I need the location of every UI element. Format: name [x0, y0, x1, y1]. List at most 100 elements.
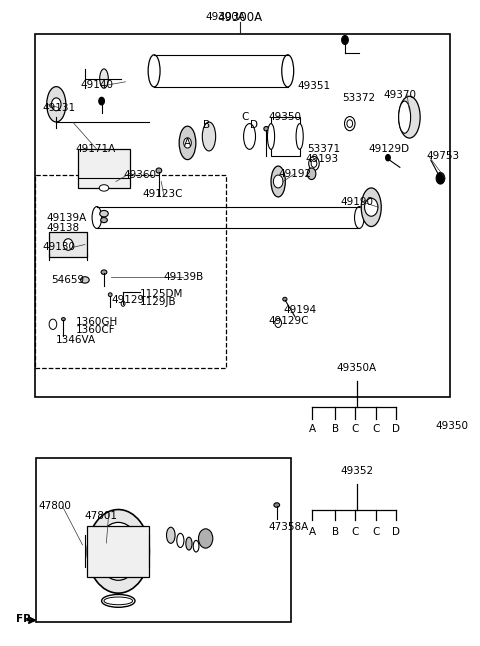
- Text: 49350: 49350: [269, 112, 301, 122]
- Bar: [78, 149, 130, 188]
- Ellipse shape: [101, 218, 108, 223]
- Ellipse shape: [102, 594, 135, 607]
- Circle shape: [49, 319, 57, 329]
- Text: 49351: 49351: [297, 81, 330, 91]
- Text: 49350: 49350: [436, 421, 468, 431]
- Ellipse shape: [399, 96, 420, 138]
- Text: B: B: [332, 424, 339, 434]
- Text: 49300A: 49300A: [217, 11, 263, 24]
- Ellipse shape: [361, 188, 381, 227]
- Text: 49131: 49131: [42, 103, 75, 112]
- Ellipse shape: [47, 87, 66, 122]
- Ellipse shape: [179, 126, 196, 160]
- Text: 49129: 49129: [111, 295, 144, 306]
- Ellipse shape: [309, 156, 319, 171]
- Circle shape: [184, 138, 192, 148]
- Text: 49194: 49194: [283, 305, 316, 315]
- Text: A: A: [309, 527, 316, 537]
- Text: 49190: 49190: [340, 197, 373, 207]
- Ellipse shape: [100, 211, 108, 217]
- Text: C: C: [352, 527, 359, 537]
- Text: 49129C: 49129C: [269, 316, 309, 326]
- Text: 49139A: 49139A: [47, 213, 87, 223]
- Ellipse shape: [104, 597, 132, 605]
- Ellipse shape: [193, 541, 199, 552]
- Text: 47801: 47801: [85, 511, 118, 521]
- Ellipse shape: [355, 207, 364, 229]
- Text: 1360GH: 1360GH: [75, 317, 118, 327]
- Text: 49193: 49193: [306, 154, 339, 164]
- Text: D: D: [250, 120, 258, 130]
- Text: A: A: [309, 424, 316, 434]
- Bar: [87, 526, 149, 577]
- Bar: [36, 458, 291, 622]
- Ellipse shape: [267, 123, 275, 149]
- Circle shape: [114, 545, 123, 557]
- Bar: [35, 34, 450, 397]
- Circle shape: [99, 98, 105, 105]
- Text: 49140: 49140: [80, 80, 113, 90]
- Circle shape: [385, 154, 390, 161]
- Ellipse shape: [271, 166, 285, 197]
- Ellipse shape: [282, 55, 294, 87]
- Text: 1360CF: 1360CF: [75, 325, 115, 335]
- Ellipse shape: [202, 122, 216, 151]
- Ellipse shape: [264, 127, 269, 131]
- Text: B: B: [332, 527, 339, 537]
- Text: 1125DM: 1125DM: [140, 289, 183, 299]
- Circle shape: [87, 510, 149, 593]
- Text: 49300A: 49300A: [206, 12, 246, 23]
- Ellipse shape: [148, 55, 160, 87]
- Circle shape: [97, 523, 140, 580]
- Text: C: C: [241, 112, 249, 122]
- Text: 49192: 49192: [278, 169, 312, 179]
- Ellipse shape: [63, 239, 73, 250]
- Bar: [49, 232, 87, 257]
- Ellipse shape: [121, 301, 125, 306]
- Text: 53371: 53371: [307, 144, 340, 154]
- Ellipse shape: [311, 160, 317, 167]
- Ellipse shape: [100, 69, 108, 89]
- Text: C: C: [372, 424, 380, 434]
- Text: 47800: 47800: [38, 501, 71, 512]
- Ellipse shape: [296, 123, 303, 149]
- Text: 49171A: 49171A: [75, 144, 116, 154]
- Ellipse shape: [92, 207, 102, 229]
- Circle shape: [51, 98, 61, 110]
- Ellipse shape: [347, 120, 353, 127]
- Text: C: C: [372, 527, 380, 537]
- Circle shape: [275, 318, 281, 328]
- Ellipse shape: [283, 297, 287, 301]
- Text: 49129D: 49129D: [369, 144, 410, 154]
- Text: 1346VA: 1346VA: [56, 335, 96, 345]
- Ellipse shape: [186, 537, 192, 550]
- Ellipse shape: [167, 527, 175, 543]
- Text: 49753: 49753: [426, 151, 459, 161]
- Text: FR.: FR.: [16, 614, 35, 624]
- Text: 49350A: 49350A: [337, 363, 377, 373]
- Text: 49130: 49130: [42, 242, 75, 252]
- Text: 49360: 49360: [123, 170, 156, 180]
- Circle shape: [342, 36, 348, 45]
- Bar: [271, 117, 300, 156]
- Ellipse shape: [307, 168, 316, 180]
- Text: 49139B: 49139B: [164, 272, 204, 282]
- Text: 49370: 49370: [383, 90, 416, 99]
- Text: 1129JB: 1129JB: [140, 297, 177, 307]
- Ellipse shape: [274, 503, 280, 507]
- Text: D: D: [392, 424, 400, 434]
- Text: 49352: 49352: [340, 466, 373, 476]
- Text: 47358A: 47358A: [269, 522, 309, 532]
- Ellipse shape: [81, 276, 89, 283]
- Text: C: C: [352, 424, 359, 434]
- Text: A: A: [184, 138, 191, 148]
- Ellipse shape: [399, 101, 410, 133]
- Text: 54659: 54659: [51, 275, 84, 285]
- Ellipse shape: [99, 185, 109, 191]
- Ellipse shape: [108, 293, 112, 297]
- Text: D: D: [392, 527, 400, 537]
- Ellipse shape: [243, 123, 255, 149]
- Circle shape: [364, 198, 378, 216]
- Text: B: B: [203, 120, 210, 130]
- Circle shape: [107, 536, 130, 567]
